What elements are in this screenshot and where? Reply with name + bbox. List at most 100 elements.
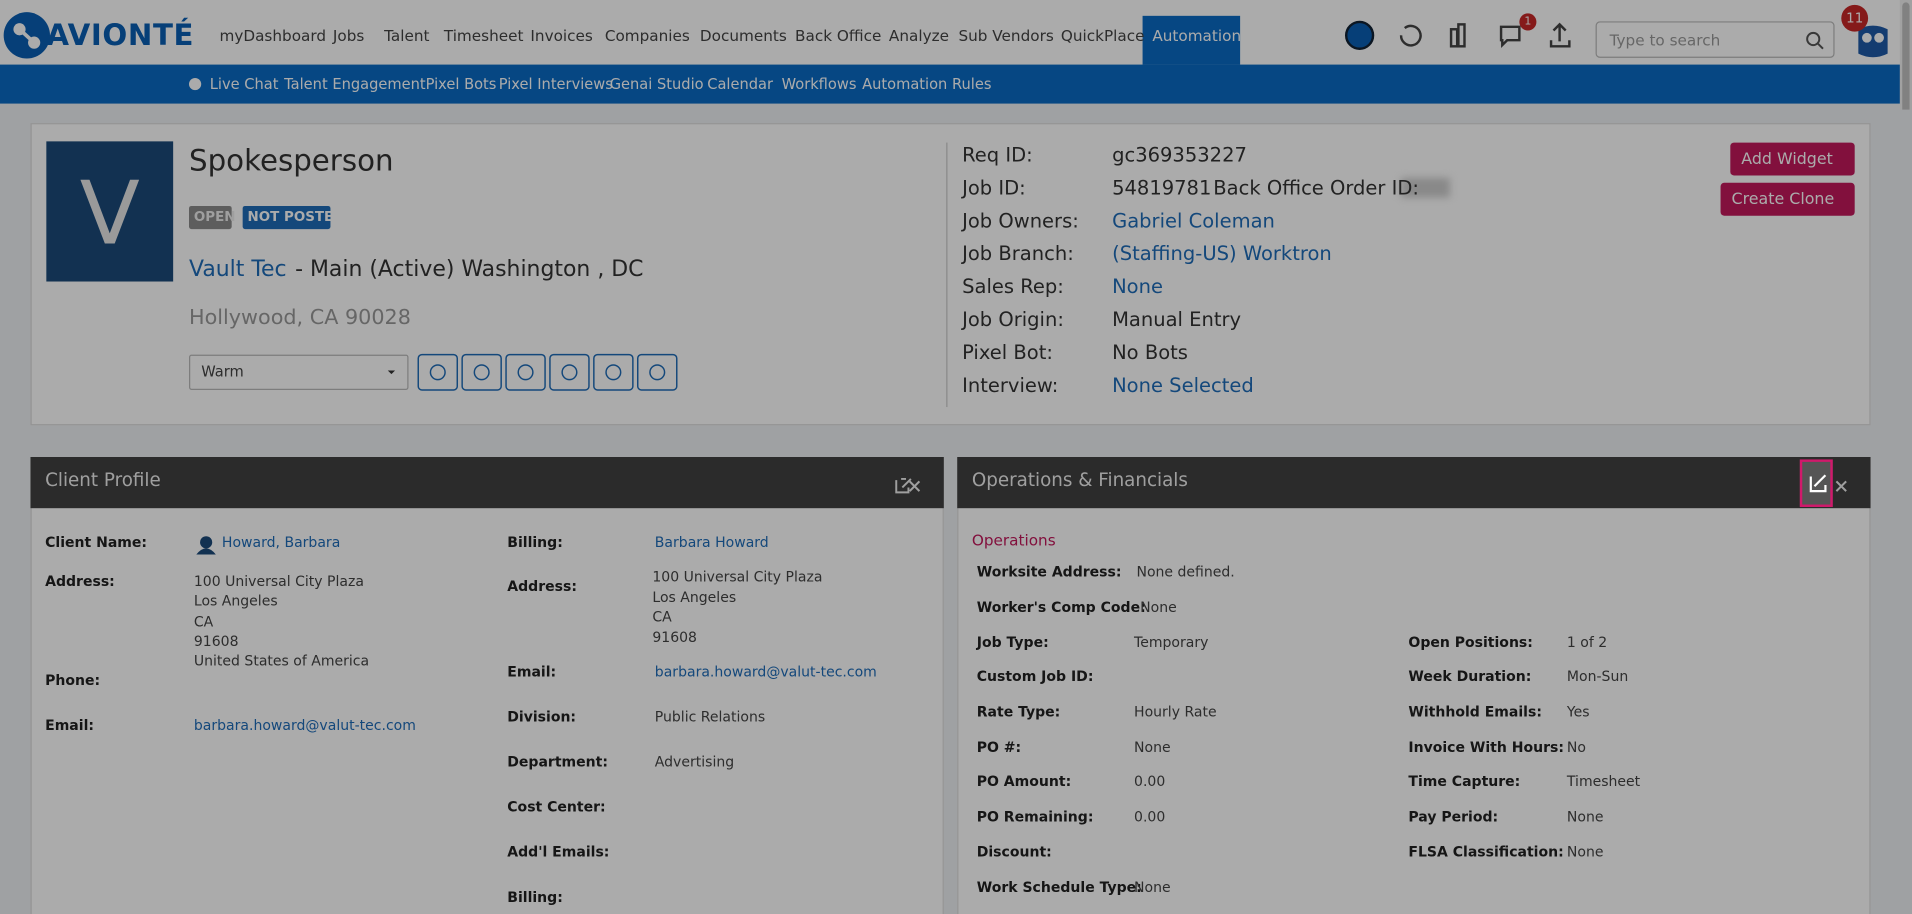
nav-item[interactable]: Analyze [888, 26, 950, 45]
nav-item[interactable]: myDashboard [219, 26, 327, 45]
field-value: None [1134, 878, 1171, 896]
field-label: Email: [507, 662, 557, 681]
field-value[interactable]: (Staffing-US) Worktron [1112, 241, 1332, 266]
notification-count: 1 [1524, 15, 1532, 29]
field-value: Temporary [1134, 633, 1209, 651]
field-value: None [1566, 807, 1604, 826]
nav-item[interactable]: Companies [604, 26, 690, 45]
section-title: Operations [971, 530, 1056, 550]
field-label: Rate Type: [976, 703, 1061, 721]
field-label: Discount: [976, 843, 1052, 861]
nav-item[interactable]: Timesheet [443, 26, 524, 45]
subnav-item[interactable]: Workflows [781, 75, 857, 93]
job-address: Hollywood, CA 90028 [189, 305, 411, 331]
button-label[interactable]: Add Widget [1741, 150, 1833, 169]
nav-item[interactable]: Documents [699, 26, 787, 45]
field-value[interactable]: Howard, Barbara [221, 533, 341, 551]
field-value: None [1134, 738, 1171, 756]
highlighted-edit-button[interactable] [1799, 459, 1833, 507]
field-label: PO Amount: [976, 772, 1072, 790]
address-line: United States of America [193, 652, 370, 670]
divider [946, 142, 948, 408]
field-value: 0.00 [1134, 807, 1166, 826]
field-label: Withhold Emails: [1408, 703, 1542, 721]
nav-item[interactable]: Jobs [332, 26, 365, 45]
field-label: Sales Rep: [962, 274, 1064, 298]
client-profile-card [30, 457, 944, 914]
field-label: Department: [507, 753, 608, 771]
field-label: Address: [507, 577, 577, 595]
field-label: Billing: [507, 888, 563, 906]
field-label: Worksite Address: [976, 563, 1122, 581]
field-value: No Bots [1112, 340, 1188, 364]
field-value[interactable]: Barbara Howard [654, 533, 769, 551]
status-tag-text: OPEN [193, 209, 236, 225]
address-line: Los Angeles [652, 588, 737, 606]
field-label: Job Branch: [962, 241, 1074, 266]
button-label[interactable]: Create Clone [1731, 190, 1835, 210]
field-label: Billing: [507, 533, 563, 551]
logo: AVIONTÉ [46, 18, 195, 53]
field-label: Worker's Comp Code: [976, 598, 1146, 616]
field-label: Pixel Bot: [962, 340, 1053, 364]
field-value: None defined. [1136, 563, 1235, 581]
field-value[interactable]: None Selected [1112, 373, 1254, 397]
field-label: Interview: [962, 373, 1059, 397]
field-value: 54819781 [1112, 176, 1212, 200]
card-title: Operations & Financials [971, 469, 1188, 492]
temperature-select[interactable] [189, 354, 409, 390]
user-badge: 11 [1846, 10, 1864, 27]
field-label: Job ID: [962, 176, 1026, 200]
field-label: Job Owners: [962, 209, 1079, 233]
nav-item[interactable]: Automation [1152, 26, 1242, 45]
field-label: Client Name: [45, 533, 148, 551]
field-value: 0.00 [1134, 772, 1166, 790]
field-value: Public Relations [654, 708, 766, 726]
field-label: Phone: [45, 671, 101, 689]
subnav-item[interactable]: Genai Studio [609, 75, 704, 93]
status-tag-text: NOT POSTED [247, 209, 345, 225]
search-input[interactable]: Type to search [1609, 31, 1721, 50]
field-value[interactable]: barbara.howard@valut-tec.com [193, 716, 416, 734]
card-title: Client Profile [45, 469, 161, 492]
field-label: Job Origin: [962, 307, 1064, 331]
field-label: Open Positions: [1408, 633, 1533, 651]
subnav-item[interactable]: Live Chat [209, 75, 279, 93]
job-location: - Main (Active) Washington , DC [295, 256, 644, 283]
field-value[interactable]: Gabriel Coleman [1112, 209, 1275, 233]
subnav-item[interactable]: Pixel Bots [425, 75, 497, 93]
field-label: FLSA Classification: [1408, 843, 1564, 861]
field-value[interactable]: None [1112, 274, 1163, 298]
field-value[interactable]: barbara.howard@valut-tec.com [654, 662, 877, 681]
nav-item[interactable]: Back Office [795, 26, 882, 45]
subnav-item[interactable]: Pixel Interviews [498, 75, 613, 93]
nav-item[interactable]: Sub Vendors [958, 26, 1054, 45]
blurred-value [1401, 177, 1450, 198]
subnav-item[interactable]: Talent Engagement [284, 75, 426, 93]
field-value: No [1566, 738, 1586, 756]
nav-item[interactable]: QuickPlace [1060, 26, 1145, 45]
create-clone-button[interactable] [1720, 182, 1855, 216]
field-label: PO Remaining: [976, 807, 1094, 826]
add-widget-button[interactable] [1730, 142, 1855, 176]
field-label: Address: [45, 572, 115, 590]
address-line: 91608 [652, 628, 697, 647]
subnav-item[interactable]: Calendar [707, 75, 774, 93]
company-link[interactable]: Vault Tec [189, 256, 287, 283]
subnav-item[interactable]: Automation Rules [862, 75, 992, 93]
address-line: CA [193, 612, 214, 630]
nav-item[interactable]: Talent [384, 26, 430, 45]
field-value: gc369353227 [1112, 143, 1247, 167]
field-value: 1 of 2 [1566, 633, 1608, 651]
field-label: Custom Job ID: [976, 667, 1094, 685]
field-label: Pay Period: [1408, 807, 1499, 826]
address-line: Los Angeles [193, 592, 278, 610]
field-label: Job Type: [976, 633, 1049, 651]
nav-item[interactable]: Invoices [530, 26, 593, 45]
field-label: Invoice With Hours: [1408, 738, 1564, 756]
header-icons [0, 0, 1912, 110]
field-label: Division: [507, 708, 577, 726]
